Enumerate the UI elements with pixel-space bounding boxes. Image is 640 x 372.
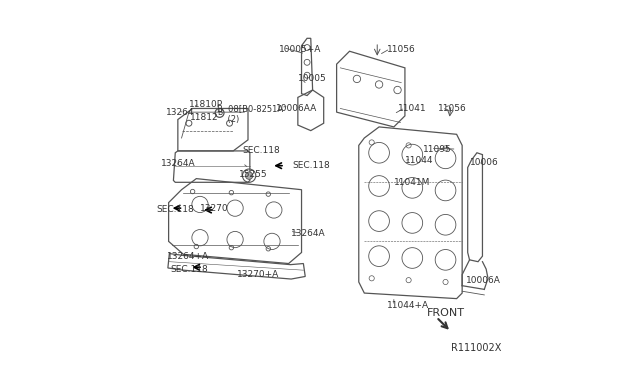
Text: 10006AA: 10006AA bbox=[276, 104, 317, 113]
Text: SEC.118: SEC.118 bbox=[157, 205, 195, 215]
Text: SEC.118: SEC.118 bbox=[170, 264, 208, 273]
Text: 10005+A: 10005+A bbox=[280, 45, 322, 54]
Text: SEC.118: SEC.118 bbox=[243, 147, 280, 155]
Text: 11044+A: 11044+A bbox=[387, 301, 429, 311]
Text: 13270: 13270 bbox=[200, 203, 228, 213]
Text: 13264: 13264 bbox=[166, 108, 194, 117]
Text: 15255: 15255 bbox=[239, 170, 268, 179]
Text: 11041: 11041 bbox=[397, 104, 426, 113]
Text: 11056: 11056 bbox=[387, 45, 415, 54]
Text: 11095: 11095 bbox=[424, 145, 452, 154]
Text: 11812: 11812 bbox=[190, 113, 219, 122]
Text: R111002X: R111002X bbox=[451, 343, 502, 353]
Text: 13270+A: 13270+A bbox=[237, 270, 279, 279]
Text: FRONT: FRONT bbox=[427, 308, 465, 318]
Text: SEC.118: SEC.118 bbox=[292, 161, 330, 170]
Text: B  08[B0-8251A
    (2): B 08[B0-8251A (2) bbox=[218, 104, 284, 124]
Text: 11041M: 11041M bbox=[394, 178, 430, 187]
Text: 10005: 10005 bbox=[298, 74, 326, 83]
Text: 10006: 10006 bbox=[470, 157, 499, 167]
Circle shape bbox=[245, 172, 253, 179]
Text: 13264A: 13264A bbox=[161, 159, 195, 169]
Text: 10006A: 10006A bbox=[466, 276, 500, 285]
Text: 11810P: 11810P bbox=[189, 100, 223, 109]
Text: B: B bbox=[217, 108, 222, 118]
Text: 11044: 11044 bbox=[405, 155, 433, 165]
Text: 13264A: 13264A bbox=[291, 230, 325, 238]
Text: 13264+A: 13264+A bbox=[167, 251, 209, 261]
Text: 11056: 11056 bbox=[438, 104, 467, 113]
